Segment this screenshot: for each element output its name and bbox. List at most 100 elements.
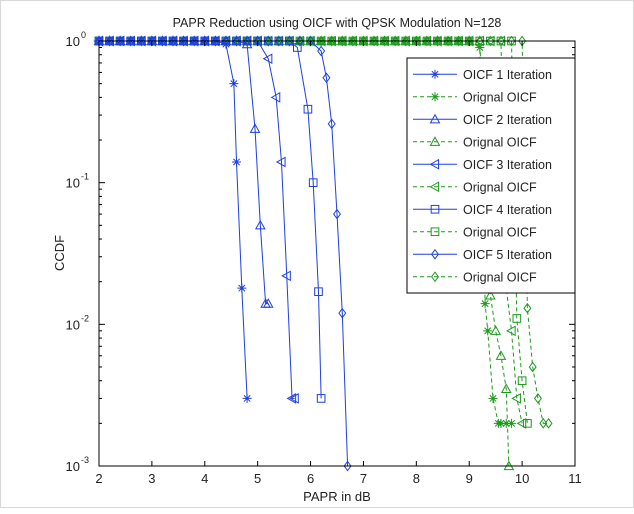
diamond-marker bbox=[126, 35, 135, 47]
x-tick-label: 7 bbox=[360, 471, 367, 486]
y-tick-label: 10 bbox=[66, 317, 80, 332]
triangle-up-marker bbox=[262, 298, 274, 308]
triangle-left-marker bbox=[289, 393, 299, 404]
x-tick-label: 6 bbox=[307, 471, 314, 486]
triangle-left-marker bbox=[511, 393, 521, 404]
legend-label: Orignal OICF bbox=[463, 225, 537, 239]
y-tick-exponent: 0 bbox=[81, 30, 86, 40]
diamond-marker bbox=[544, 418, 553, 429]
diamond-marker bbox=[322, 72, 331, 84]
triangle-left-marker bbox=[270, 92, 281, 103]
diamond-marker bbox=[348, 35, 357, 47]
legend-entry: Orignal OICF bbox=[413, 135, 537, 149]
triangle-left-marker bbox=[429, 181, 440, 193]
diamond-marker bbox=[401, 35, 410, 47]
triangle-up-marker bbox=[254, 219, 266, 230]
legend-entry: Orignal OICF bbox=[413, 270, 537, 284]
diamond-marker bbox=[243, 35, 252, 47]
square-marker bbox=[523, 419, 532, 428]
asterisk-marker bbox=[242, 393, 252, 403]
diamond-marker bbox=[507, 35, 516, 47]
y-tick-exponent: -1 bbox=[81, 172, 89, 182]
square-marker bbox=[512, 314, 522, 323]
x-tick-label: 2 bbox=[95, 471, 102, 486]
diamond-marker bbox=[327, 35, 336, 47]
diamond-marker bbox=[431, 248, 439, 260]
diamond-marker bbox=[422, 35, 431, 47]
legend-entry: OICF 1 Iteration bbox=[413, 68, 552, 82]
diamond-marker bbox=[295, 35, 304, 47]
asterisk-marker bbox=[237, 283, 247, 293]
diamond-marker bbox=[338, 35, 347, 47]
diamond-marker bbox=[496, 35, 505, 47]
legend-label: OICF 3 Iteration bbox=[463, 158, 552, 172]
diamond-marker bbox=[533, 393, 542, 404]
asterisk-marker bbox=[430, 69, 440, 79]
triangle-up-marker bbox=[429, 136, 441, 146]
diamond-marker bbox=[179, 35, 188, 47]
triangle-left-marker bbox=[262, 53, 273, 65]
x-tick-label: 3 bbox=[148, 471, 155, 486]
x-tick-label: 4 bbox=[201, 471, 208, 486]
diamond-marker bbox=[370, 35, 379, 47]
legend-entry: Orignal OICF bbox=[413, 90, 537, 104]
asterisk-marker bbox=[480, 299, 490, 309]
diamond-marker bbox=[211, 35, 220, 47]
x-tick-label: 8 bbox=[413, 471, 420, 486]
legend-entry: OICF 3 Iteration bbox=[413, 158, 552, 172]
asterisk-marker bbox=[232, 157, 242, 167]
legend-entry: OICF 4 Iteration bbox=[413, 203, 552, 217]
triangle-up-marker bbox=[241, 38, 253, 49]
diamond-marker bbox=[338, 307, 347, 319]
triangle-left-marker bbox=[275, 156, 286, 168]
diamond-marker bbox=[137, 35, 146, 47]
legend-label: OICF 1 Iteration bbox=[463, 68, 552, 82]
diamond-marker bbox=[274, 35, 283, 47]
square-marker bbox=[430, 227, 440, 237]
triangle-up-marker bbox=[490, 325, 502, 335]
diamond-marker bbox=[523, 302, 532, 314]
triangle-up-marker bbox=[500, 383, 512, 394]
triangle-left-marker bbox=[286, 393, 297, 404]
y-tick-label: 10 bbox=[66, 176, 80, 191]
y-tick-exponent: -3 bbox=[81, 455, 89, 465]
diamond-marker bbox=[105, 35, 114, 47]
legend-entry: OICF 2 Iteration bbox=[413, 113, 552, 127]
diamond-marker bbox=[158, 35, 167, 47]
legend-label: OICF 5 Iteration bbox=[463, 248, 552, 262]
y-tick-exponent: -2 bbox=[81, 313, 89, 323]
diamond-marker bbox=[431, 271, 439, 283]
diamond-marker bbox=[528, 361, 537, 373]
square-marker bbox=[293, 43, 302, 52]
square-marker bbox=[303, 104, 313, 114]
diamond-marker bbox=[475, 35, 484, 47]
triangle-up-marker bbox=[429, 113, 441, 124]
diamond-marker bbox=[444, 35, 453, 47]
triangle-up-marker bbox=[249, 123, 261, 133]
square-marker bbox=[314, 287, 323, 297]
diamond-marker bbox=[317, 35, 326, 47]
chart-title: PAPR Reduction using OICF with QPSK Modu… bbox=[173, 16, 502, 30]
diamond-marker bbox=[333, 208, 341, 220]
square-marker bbox=[308, 178, 318, 187]
diamond-marker bbox=[433, 35, 442, 47]
asterisk-marker bbox=[229, 79, 239, 89]
asterisk-marker bbox=[501, 418, 511, 428]
legend-label: Orignal OICF bbox=[463, 135, 537, 149]
y-axis-label: CCDF bbox=[52, 235, 67, 271]
diamond-marker bbox=[486, 35, 495, 47]
legend-entry: Orignal OICF bbox=[413, 225, 537, 239]
triangle-left-marker bbox=[281, 270, 291, 282]
y-tick-label: 10 bbox=[66, 459, 80, 474]
triangle-up-marker bbox=[485, 289, 496, 300]
x-tick-label: 11 bbox=[568, 471, 582, 486]
diamond-marker bbox=[391, 35, 400, 47]
square-marker bbox=[430, 204, 440, 214]
asterisk-marker bbox=[488, 393, 498, 403]
legend: OICF 1 Iteration Orignal OICF OICF 2 Itera… bbox=[406, 57, 576, 294]
diamond-marker bbox=[190, 35, 199, 47]
legend-label: OICF 2 Iteration bbox=[463, 113, 552, 127]
x-tick-label: 10 bbox=[515, 471, 529, 486]
